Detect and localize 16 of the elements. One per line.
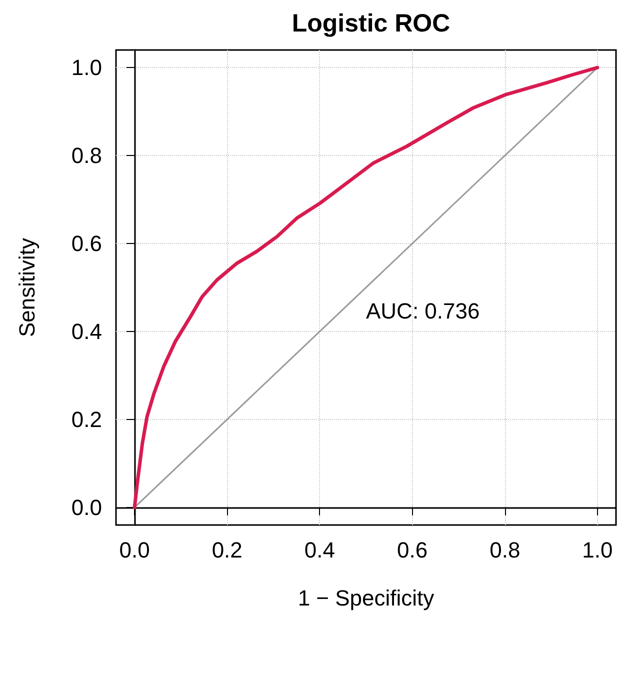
x-tick-label: 0.6 bbox=[397, 538, 428, 562]
y-tick-label: 0.4 bbox=[71, 318, 102, 344]
annotation: AUC: 0.736 bbox=[366, 298, 480, 324]
x-tick-label: 0.0 bbox=[119, 538, 150, 562]
x-tick-label: 0.4 bbox=[304, 538, 335, 562]
y-tick-label: 0.6 bbox=[71, 231, 102, 256]
x-tick-label: 0.8 bbox=[490, 538, 520, 562]
chart-title: Logistic ROC bbox=[292, 10, 450, 38]
x-tick-label: 1.0 bbox=[582, 538, 613, 562]
x-axis-title: 1 − Specificity bbox=[298, 586, 434, 610]
y-tick-label: 0.0 bbox=[71, 494, 102, 520]
y-axis-title: Sensitivity bbox=[14, 238, 40, 338]
x-tick-label: 0.2 bbox=[212, 538, 242, 562]
y-tick-label: 1.0 bbox=[71, 55, 102, 80]
y-tick-label: 0.8 bbox=[71, 143, 102, 168]
y-tick-label: 0.2 bbox=[71, 406, 102, 432]
